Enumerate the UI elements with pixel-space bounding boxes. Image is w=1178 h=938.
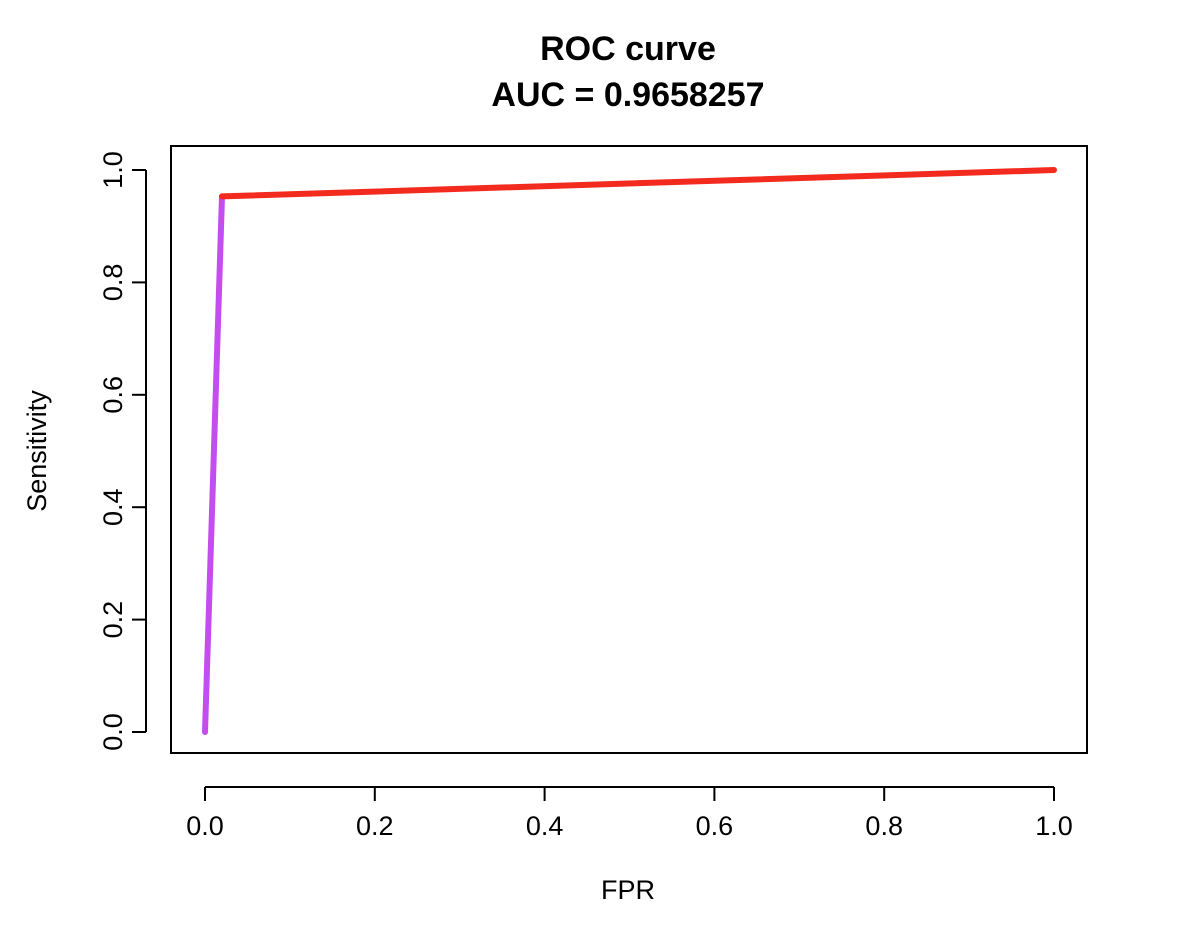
y-tick-label: 0.2 — [98, 601, 128, 639]
x-tick-label: 0.0 — [186, 811, 224, 841]
chart-subtitle: AUC = 0.9658257 — [491, 76, 764, 114]
x-tick-label: 0.4 — [526, 811, 564, 841]
x-tick-label: 0.8 — [865, 811, 903, 841]
y-tick-label: 1.0 — [98, 151, 128, 189]
y-tick-label: 0.0 — [98, 713, 128, 751]
y-axis-title: Sensitivity — [22, 390, 52, 512]
x-tick-label: 0.6 — [696, 811, 734, 841]
x-tick-label: 1.0 — [1035, 811, 1073, 841]
series-layer — [202, 167, 1057, 735]
y-tick-label: 0.6 — [98, 376, 128, 414]
x-tick-label: 0.2 — [356, 811, 394, 841]
roc-segment-1 — [202, 193, 225, 735]
x-axis: 0.0 0.2 0.4 0.6 0.8 1.0 — [186, 786, 1073, 841]
x-axis-title: FPR — [601, 875, 655, 905]
y-axis: 0.0 0.2 0.4 0.6 0.8 1.0 — [98, 151, 147, 751]
chart-title: ROC curve — [540, 30, 716, 68]
y-tick-label: 0.8 — [98, 264, 128, 302]
roc-segment-2 — [219, 167, 1057, 200]
y-tick-label: 0.4 — [98, 488, 128, 526]
plot-frame — [170, 145, 1088, 754]
